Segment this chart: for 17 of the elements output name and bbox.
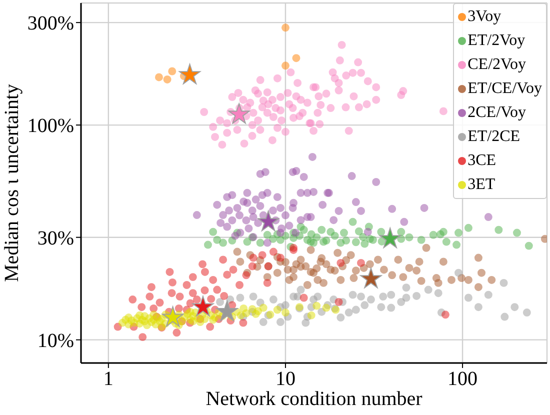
y-axis-title: Median cos ι uncertainty — [1, 84, 23, 282]
x-axis-title: Network condition number — [206, 388, 423, 410]
y-tick-label: 100% — [27, 115, 74, 138]
legend-label: ET/CE/Voy — [468, 79, 542, 99]
legend-label: 2CE/Voy — [468, 103, 526, 123]
legend-label: 3ET — [468, 175, 496, 195]
y-tick-label: 300% — [27, 12, 74, 35]
legend-label: CE/2Voy — [468, 55, 526, 75]
legend-label: 3Voy — [468, 7, 502, 27]
x-tick-label: 10 — [275, 368, 296, 390]
legend-label: ET/2CE — [468, 127, 520, 147]
y-tick-label: 10% — [37, 330, 74, 352]
legend-label: ET/2Voy — [468, 31, 526, 51]
y-tick-label: 30% — [37, 227, 74, 250]
x-tick-label: 100 — [448, 368, 478, 390]
x-tick-label: 1 — [103, 368, 114, 390]
legend-label: 3CE — [468, 151, 496, 171]
